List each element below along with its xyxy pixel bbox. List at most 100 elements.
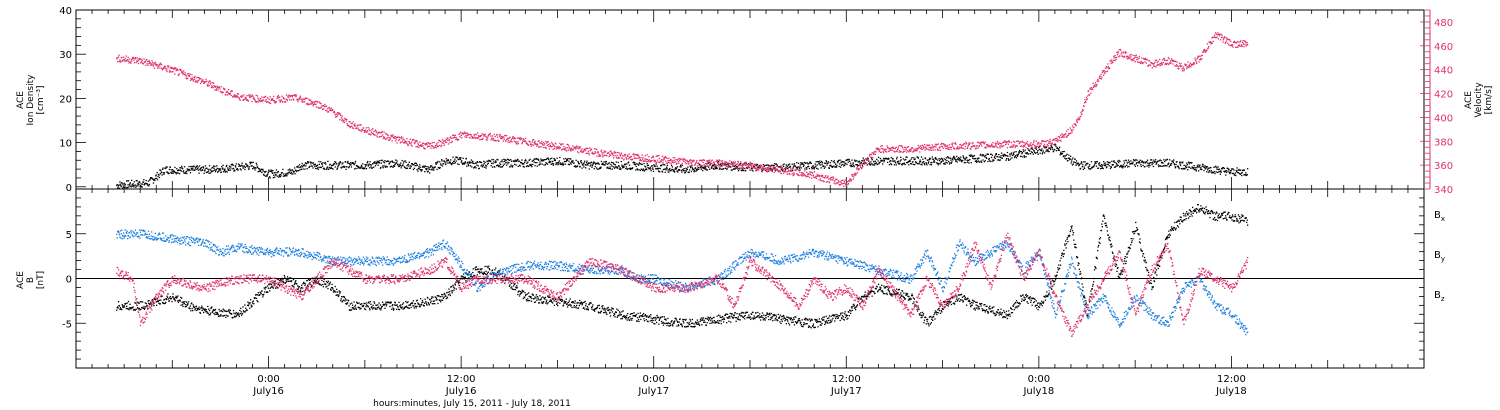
data-point (491, 158, 493, 161)
data-point (733, 163, 735, 165)
data-point (374, 129, 377, 131)
data-point (887, 147, 889, 149)
data-point (432, 169, 434, 171)
data-point (637, 157, 639, 159)
data-point (1101, 167, 1103, 169)
data-point (175, 171, 177, 174)
data-point (203, 172, 205, 174)
data-point (303, 165, 305, 167)
data-point (436, 162, 439, 164)
data-point (627, 155, 629, 158)
data-point (585, 152, 587, 155)
data-point (730, 163, 732, 165)
data-point (665, 160, 667, 162)
data-point (594, 162, 596, 164)
data-point (688, 162, 690, 164)
data-point (550, 146, 552, 148)
data-point (470, 159, 473, 161)
data-point (909, 150, 911, 152)
data-point (397, 139, 400, 142)
data-point (524, 140, 526, 143)
data-point (1114, 166, 1117, 168)
data-point (563, 146, 565, 148)
data-point (325, 105, 328, 107)
data-point (196, 76, 198, 79)
data-point (204, 165, 207, 167)
data-point (1042, 150, 1044, 152)
data-point (145, 183, 147, 185)
data-point (786, 171, 788, 173)
data-point (1052, 148, 1054, 151)
data-point (384, 160, 386, 162)
data-point (829, 165, 831, 167)
data-point (673, 170, 675, 172)
data-point (745, 162, 747, 165)
data-point (805, 162, 807, 164)
data-point (917, 156, 919, 158)
data-point (861, 167, 863, 169)
data-point (464, 136, 466, 138)
data-point (511, 166, 514, 168)
data-point (203, 170, 206, 172)
data-point (1018, 140, 1020, 142)
data-point (558, 148, 560, 150)
data-point (575, 166, 577, 168)
data-point (417, 170, 419, 172)
data-point (810, 162, 812, 164)
data-point (747, 166, 749, 168)
data-point (1201, 165, 1203, 167)
data-point (538, 146, 541, 148)
data-point (704, 165, 706, 167)
data-point (824, 162, 826, 164)
data-point (129, 183, 131, 185)
data-point (682, 168, 684, 171)
data-point (247, 166, 249, 168)
data-point (867, 158, 869, 160)
data-point (156, 64, 158, 66)
data-point (940, 142, 943, 144)
data-point (566, 159, 569, 161)
data-point (687, 166, 689, 168)
data-point (256, 164, 258, 166)
data-point (437, 145, 440, 148)
data-point (1046, 145, 1048, 148)
data-point (773, 165, 775, 167)
data-point (281, 100, 283, 103)
data-point (966, 142, 968, 145)
data-point (292, 173, 294, 175)
data-point (529, 158, 531, 160)
data-point (730, 165, 732, 167)
data-point (977, 157, 979, 159)
data-point (1133, 159, 1135, 161)
data-point (992, 145, 994, 147)
data-point (590, 164, 592, 166)
data-point (264, 175, 267, 177)
data-point (155, 174, 157, 176)
data-point (594, 165, 596, 168)
data-point (254, 169, 256, 171)
data-point (485, 164, 487, 167)
data-point (163, 172, 166, 174)
data-point (906, 156, 908, 158)
data-point (417, 144, 419, 146)
data-point (693, 169, 696, 172)
data-point (303, 164, 306, 166)
data-point (396, 160, 398, 162)
data-point (705, 165, 707, 168)
data-point (479, 139, 481, 141)
data-point (668, 157, 670, 159)
data-point (580, 160, 582, 162)
data-point (280, 174, 282, 176)
data-point (421, 144, 423, 146)
data-point (215, 169, 217, 171)
data-point (598, 163, 600, 165)
data-point (780, 165, 782, 167)
data-point (161, 174, 163, 176)
data-point (153, 67, 156, 69)
data-point (500, 166, 503, 168)
data-point (222, 171, 225, 173)
data-point (431, 168, 433, 170)
data-point (670, 163, 672, 165)
data-point (1055, 150, 1058, 152)
data-point (662, 159, 665, 161)
